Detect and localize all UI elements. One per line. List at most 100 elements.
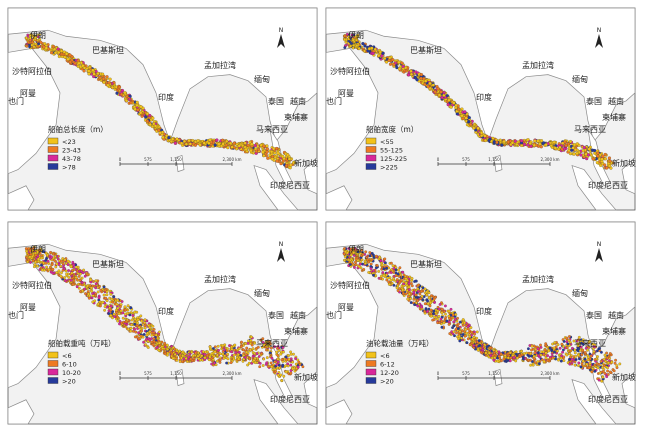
ship-point	[596, 154, 600, 158]
ship-point	[576, 353, 580, 357]
ship-point	[181, 350, 185, 354]
ship-point	[536, 139, 540, 143]
ship-point	[461, 318, 465, 321]
ship-point	[399, 278, 403, 282]
ship-point	[420, 305, 424, 309]
ship-point	[298, 363, 302, 366]
ship-point	[83, 274, 87, 278]
ship-point	[31, 259, 35, 263]
ship-point	[99, 288, 103, 292]
ship-point	[583, 350, 587, 354]
ship-point	[37, 42, 41, 46]
ship-point	[127, 97, 132, 101]
ship-point	[343, 38, 347, 42]
place-label-jianpuzhai: 柬埔寨	[284, 112, 308, 122]
ship-point	[528, 358, 532, 362]
ship-point	[426, 302, 430, 306]
ship-point	[541, 350, 545, 354]
ship-point	[207, 358, 211, 362]
ship-point	[601, 366, 605, 370]
ship-point	[480, 133, 484, 138]
ship-point	[62, 267, 66, 271]
ship-point	[568, 352, 571, 356]
ship-point	[266, 365, 270, 368]
ship-point	[63, 276, 66, 279]
ship-point	[492, 358, 496, 362]
ship-point	[452, 101, 456, 105]
north-arrow-label: N	[597, 241, 602, 248]
ship-point	[148, 330, 152, 333]
ship-point	[527, 354, 531, 358]
ship-point	[112, 312, 116, 316]
ship-point	[75, 265, 79, 269]
ship-point	[425, 290, 429, 294]
ship-point	[373, 47, 377, 52]
ship-point	[270, 157, 274, 161]
ship-point	[259, 143, 263, 147]
ship-point	[381, 271, 385, 274]
ship-point	[583, 357, 587, 361]
ship-point	[45, 265, 48, 269]
ship-point	[570, 357, 574, 361]
ship-point	[561, 350, 565, 354]
ship-point	[25, 44, 29, 48]
ship-point	[357, 265, 361, 268]
ship-point	[115, 313, 119, 317]
ship-point	[382, 267, 386, 271]
ship-point	[265, 356, 269, 360]
ship-point	[469, 122, 473, 127]
ship-point	[600, 379, 604, 383]
place-label-yuenan: 越南	[608, 310, 624, 320]
place-label-yuenan: 越南	[290, 310, 306, 320]
ship-point	[354, 35, 358, 39]
ship-point	[429, 301, 433, 305]
ship-point	[153, 124, 158, 128]
ship-point	[601, 375, 605, 379]
ship-point	[547, 349, 551, 353]
ship-point	[230, 347, 234, 351]
ship-point	[433, 315, 437, 319]
ship-point	[539, 145, 543, 149]
scale-bar-label-2: 575	[144, 371, 152, 376]
ship-point	[402, 280, 406, 283]
ship-point	[432, 312, 435, 315]
ship-point	[426, 309, 429, 313]
ship-point	[439, 90, 443, 94]
ship-point	[270, 150, 274, 154]
ship-point	[522, 142, 527, 146]
ship-point	[558, 346, 562, 350]
ship-point	[605, 375, 609, 379]
ship-point	[217, 348, 220, 352]
scale-bar-label-1: 0	[119, 157, 122, 162]
ship-point	[593, 148, 597, 153]
ship-point	[249, 335, 253, 339]
ship-point	[61, 262, 65, 266]
ship-point	[606, 366, 610, 370]
place-label-yemen: 也门	[326, 96, 342, 106]
ship-point	[213, 350, 217, 354]
ship-point	[143, 326, 147, 330]
ship-point	[36, 45, 40, 48]
ship-point	[282, 350, 285, 354]
ship-point	[568, 362, 572, 366]
ship-point	[122, 323, 126, 327]
ship-point	[103, 305, 107, 308]
ship-point	[170, 352, 174, 356]
ship-point	[495, 140, 499, 144]
ship-point	[208, 355, 212, 359]
ship-point	[74, 276, 78, 279]
ship-point	[91, 300, 95, 304]
ship-point	[440, 307, 444, 311]
ship-point	[444, 312, 447, 316]
ship-point	[221, 344, 225, 348]
ship-point	[353, 266, 356, 269]
ship-point	[289, 371, 293, 375]
ship-point	[429, 314, 433, 318]
legend-swatch-1	[365, 137, 377, 145]
legend-label-3: 12-20	[380, 369, 399, 377]
ship-point	[571, 146, 575, 150]
ship-point	[49, 265, 52, 269]
ship-point	[119, 92, 124, 97]
ship-point	[87, 296, 91, 300]
ship-point	[218, 352, 222, 356]
